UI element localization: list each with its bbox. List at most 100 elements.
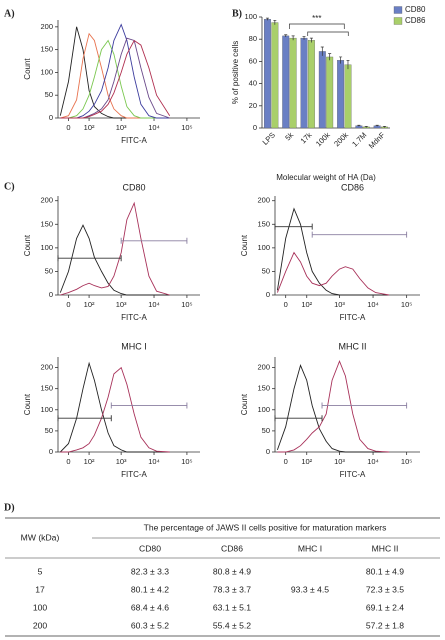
bar <box>326 56 334 129</box>
x-tick-label: 10⁵ <box>401 300 412 309</box>
y-tick-label: 50 <box>262 426 270 435</box>
y-axis-label: Count <box>23 58 32 80</box>
y-axis-label: Count <box>23 234 32 256</box>
x-tick-label: 10³ <box>334 457 345 466</box>
x-axis-label: FITC-A <box>121 313 147 322</box>
x-tick-label: MdnF <box>367 130 387 150</box>
x-tick-label: 10² <box>301 457 312 466</box>
x-tick-label: 10³ <box>116 300 127 309</box>
y-tick-label: 0 <box>49 447 53 456</box>
y-tick-label: 0 <box>49 113 53 122</box>
y-axis-label: Count <box>23 393 32 415</box>
error-bar <box>284 34 288 37</box>
histogram-line <box>59 361 170 453</box>
y-tick-label: 100 <box>40 67 53 76</box>
x-tick-label: 5k <box>283 130 295 142</box>
histogram-line <box>60 39 170 119</box>
y-tick-label: 100 <box>40 405 53 414</box>
bar <box>307 40 315 129</box>
table-cell: 80.1 ± 4.2 <box>131 584 169 594</box>
bar <box>264 19 271 129</box>
x-tick-label: 10⁵ <box>181 123 192 132</box>
legend-label: CD86 <box>405 16 426 25</box>
y-tick-label: 100 <box>257 243 270 252</box>
y-tick-label: 50 <box>45 426 53 435</box>
annotation: *** <box>312 14 321 23</box>
y-axis-label: Count <box>240 234 249 256</box>
x-tick-label: 10⁴ <box>367 457 379 466</box>
histogram-line <box>60 201 170 296</box>
panel-label: A) <box>4 8 15 19</box>
bar <box>300 37 308 129</box>
y-tick-label: 150 <box>40 45 53 54</box>
gate <box>274 223 313 230</box>
error-bar <box>339 56 343 64</box>
histogram-line <box>60 39 171 119</box>
table-cell: 80.8 ± 4.9 <box>213 566 251 576</box>
y-tick-label: 40 <box>249 79 257 88</box>
gate <box>57 415 112 422</box>
table-cell: 5 <box>38 566 43 576</box>
error-bar <box>320 46 324 56</box>
histogram-line <box>276 364 390 453</box>
error-bar <box>357 124 361 127</box>
y-tick-label: 100 <box>257 405 270 414</box>
histogram-line <box>60 366 170 453</box>
y-tick-label: 100 <box>40 243 53 252</box>
y-tick-label: 0 <box>49 290 53 299</box>
table-cell: 68.4 ± 4.6 <box>131 602 169 612</box>
table-cell: 93.3 ± 4.5 <box>291 584 329 594</box>
table-cell: 100 <box>33 602 48 612</box>
error-bar <box>309 37 313 43</box>
table-cell: 78.3 ± 3.7 <box>213 584 251 594</box>
error-bar <box>302 36 306 40</box>
y-tick-label: 50 <box>262 266 270 275</box>
y-tick-label: 150 <box>257 384 270 393</box>
y-tick-label: 200 <box>40 363 53 372</box>
error-bar <box>291 35 295 41</box>
bar <box>344 64 352 129</box>
y-tick-label: 200 <box>257 196 270 205</box>
gate <box>110 402 188 409</box>
table-cell: 80.1 ± 4.9 <box>366 566 404 576</box>
table-cell: 17 <box>35 584 45 594</box>
y-tick-label: 150 <box>40 219 53 228</box>
x-tick-label: 0 <box>66 123 70 132</box>
y-tick-label: 50 <box>45 90 53 99</box>
x-tick-label: 10⁴ <box>148 300 160 309</box>
gate <box>57 255 122 262</box>
x-tick-label: LPS <box>261 130 277 146</box>
column-header: CD80 <box>139 543 161 553</box>
y-tick-label: 150 <box>40 384 53 393</box>
subplot-title: MHC II <box>339 341 367 351</box>
table-caption: The percentage of JAWS II cells positive… <box>144 522 387 532</box>
panel-label: D) <box>4 502 15 513</box>
error-bar <box>265 17 269 21</box>
x-tick-label: 100k <box>314 130 332 148</box>
subplot-title: CD86 <box>341 182 364 192</box>
subplot-title: CD80 <box>122 182 145 192</box>
x-tick-label: 10² <box>84 300 95 309</box>
table-cell: 55.4 ± 5.2 <box>213 620 251 630</box>
y-tick-label: 200 <box>40 196 53 205</box>
error-bar <box>328 53 332 61</box>
legend-swatch <box>393 17 403 25</box>
table-cell: 63.1 ± 5.1 <box>213 602 251 612</box>
bar <box>318 51 326 129</box>
y-tick-label: 20 <box>249 101 257 110</box>
error-bar <box>273 19 277 25</box>
x-tick-label: 17k <box>299 130 314 145</box>
y-tick-label: 50 <box>45 266 53 275</box>
x-tick-label: 10² <box>84 123 95 132</box>
x-axis-label: FITC-A <box>121 470 147 479</box>
y-tick-label: 0 <box>266 447 270 456</box>
column-header: CD86 <box>221 543 243 553</box>
y-tick-label: 60 <box>249 56 257 65</box>
column-header: MHC II <box>372 543 399 553</box>
y-tick-label: 0 <box>266 290 270 299</box>
x-tick-label: 10⁴ <box>367 300 379 309</box>
y-tick-label: 80 <box>249 34 257 43</box>
table-cell: 69.1 ± 2.4 <box>366 602 404 612</box>
y-axis-label: Count <box>240 393 249 415</box>
